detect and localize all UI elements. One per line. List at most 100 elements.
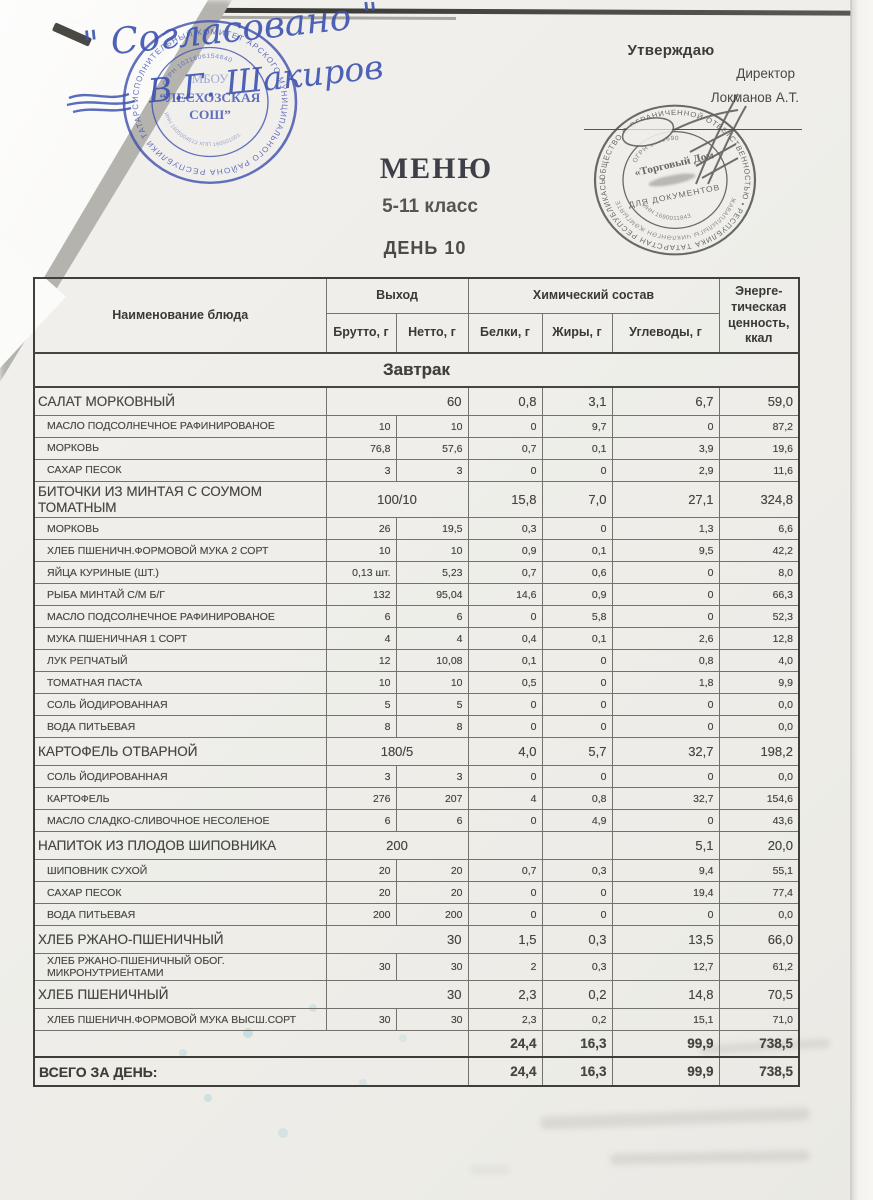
fats-value: 0,3 bbox=[541, 925, 613, 955]
kcal-value: 59,0 bbox=[718, 386, 800, 416]
carbs-value: 2,9 bbox=[611, 459, 720, 482]
brutto-value: 10 bbox=[325, 539, 397, 563]
netto-value: 3 bbox=[395, 765, 469, 789]
proteins-value: 4 bbox=[467, 787, 543, 811]
subtotal-carbs: 99,9 bbox=[611, 1030, 720, 1058]
ingredient-row: ШИПОВНИК СУХОЙ 20 20 0,7 0,3 9,4 55,1 bbox=[33, 859, 800, 883]
class-range-subtitle: 5-11 класс bbox=[382, 196, 478, 217]
director-name: Локманов А.Т. bbox=[710, 90, 799, 105]
proteins-value: 0 bbox=[467, 415, 543, 438]
carbs-value: 5,1 bbox=[611, 831, 720, 861]
ingredient-name: САХАР ПЕСОК bbox=[33, 459, 327, 482]
document-title: МЕНЮ bbox=[379, 152, 494, 185]
school-stamp-org-type: МБОУ bbox=[192, 73, 229, 87]
header-proteins: Белки, г bbox=[467, 313, 543, 354]
kcal-value: 66,3 bbox=[718, 583, 800, 607]
kcal-value: 154,6 bbox=[718, 787, 800, 811]
proteins-value: 0 bbox=[467, 765, 543, 789]
brutto-value: 8 bbox=[325, 715, 397, 739]
netto-value: 10 bbox=[395, 671, 469, 695]
ingredient-name: ЯЙЦА КУРИНЫЕ (ШТ.) bbox=[33, 561, 327, 585]
fats-value: 0 bbox=[541, 649, 613, 673]
dish-output-value: 30 bbox=[325, 925, 469, 955]
proteins-value: 0,5 bbox=[467, 671, 543, 695]
ingredient-row: КАРТОФЕЛЬ 276 207 4 0,8 32,7 154,6 bbox=[33, 787, 800, 811]
fats-value: 0 bbox=[541, 903, 613, 927]
dish-name: САЛАТ МОРКОВНЫЙ bbox=[33, 386, 327, 416]
ingredient-name: ХЛЕБ ПШЕНИЧН.ФОРМОВОЙ МУКА 2 СОРТ bbox=[33, 539, 327, 563]
carbs-value: 1,3 bbox=[611, 517, 720, 541]
ingredient-row: РЫБА МИНТАЙ С/М Б/Г 132 95,04 14,6 0,9 0 66,3 bbox=[33, 583, 800, 607]
ingredient-name: ШИПОВНИК СУХОЙ bbox=[33, 859, 327, 883]
carbs-value: 6,7 bbox=[611, 386, 720, 416]
carbs-value: 14,8 bbox=[611, 980, 720, 1010]
dish-row: ХЛЕБ РЖАНО-ПШЕНИЧНЫЙ 30 1,5 0,3 13,5 66,0 bbox=[33, 925, 800, 955]
bleedthrough-smudge bbox=[609, 1150, 811, 1165]
netto-value: 200 bbox=[395, 903, 469, 927]
kcal-value: 55,1 bbox=[718, 859, 800, 883]
netto-value: 8 bbox=[395, 715, 469, 739]
day-total-label: ВСЕГО ЗА ДЕНЬ: bbox=[33, 1056, 469, 1087]
menu-table-header: Наименование блюда Выход Химический сост… bbox=[33, 277, 800, 354]
kcal-value: 8,0 bbox=[718, 561, 800, 585]
dish-name: БИТОЧКИ ИЗ МИНТАЯ С СОУМОМ ТОМАТНЫМ bbox=[33, 480, 327, 519]
fats-value: 0,1 bbox=[541, 437, 613, 460]
fats-value: 0 bbox=[541, 693, 613, 717]
proteins-value: 0 bbox=[467, 715, 543, 739]
carbs-value: 0 bbox=[611, 809, 720, 833]
director-role-label: Директор bbox=[736, 66, 795, 81]
netto-value: 4 bbox=[395, 627, 469, 651]
ingredient-name: САХАР ПЕСОК bbox=[33, 881, 327, 905]
fats-value: 0 bbox=[541, 517, 613, 541]
fats-value: 9,7 bbox=[541, 415, 613, 438]
day-number-heading: ДЕНЬ 10 bbox=[383, 238, 467, 258]
fats-value: 0,9 bbox=[541, 583, 613, 607]
kcal-value: 43,6 bbox=[718, 809, 800, 833]
subtotal-fats: 16,3 bbox=[541, 1030, 613, 1058]
ingredient-name: РЫБА МИНТАЙ С/М Б/Г bbox=[33, 583, 327, 607]
menu-table-container: Наименование блюда Выход Химический сост… bbox=[33, 277, 800, 1088]
fats-value: 0 bbox=[541, 715, 613, 739]
ingredient-row: ЯЙЦА КУРИНЫЕ (ШТ.) 0,13 шт. 5,23 0,7 0,6 0 8,0 bbox=[33, 561, 800, 585]
brutto-value: 30 bbox=[325, 1008, 397, 1032]
ingredient-name: ХЛЕБ РЖАНО-ПШЕНИЧНЫЙ ОБОГ. МИКРОНУТРИЕНТ… bbox=[33, 953, 327, 982]
carbs-value: 0 bbox=[611, 583, 720, 607]
day-total-fats: 16,3 bbox=[541, 1056, 613, 1087]
kcal-value: 324,8 bbox=[718, 480, 800, 519]
kcal-value: 20,0 bbox=[718, 831, 800, 861]
proteins-value: 0,7 bbox=[467, 437, 543, 460]
proteins-value: 2 bbox=[467, 953, 543, 982]
ingredient-name: МУКА ПШЕНИЧНАЯ 1 СОРТ bbox=[33, 627, 327, 651]
ingredient-name: ЛУК РЕПЧАТЫЙ bbox=[33, 649, 327, 673]
subtotal-kcal: 738,5 bbox=[718, 1030, 800, 1058]
ingredient-name: СОЛЬ ЙОДИРОВАННАЯ bbox=[33, 693, 327, 717]
bleedthrough-smudge bbox=[539, 1107, 811, 1130]
carbs-value: 32,7 bbox=[611, 787, 720, 811]
kcal-value: 0,0 bbox=[718, 765, 800, 789]
dish-output-value: 180/5 bbox=[325, 737, 469, 767]
meal-section-title: Завтрак bbox=[33, 352, 800, 388]
proteins-value: 0 bbox=[467, 693, 543, 717]
carbs-value: 12,7 bbox=[611, 953, 720, 982]
brutto-value: 4 bbox=[325, 627, 397, 651]
kcal-value: 66,0 bbox=[718, 925, 800, 955]
netto-value: 95,04 bbox=[395, 583, 469, 607]
header-output-group: Выход bbox=[325, 277, 469, 314]
fats-value: 0 bbox=[541, 765, 613, 789]
netto-value: 207 bbox=[395, 787, 469, 811]
netto-value: 5,23 bbox=[395, 561, 469, 585]
netto-value: 57,6 bbox=[395, 437, 469, 460]
netto-value: 10 bbox=[395, 539, 469, 563]
kcal-value: 52,3 bbox=[718, 605, 800, 629]
brutto-value: 10 bbox=[325, 415, 397, 438]
dish-row: НАПИТОК ИЗ ПЛОДОВ ШИПОВНИКА 200 5,1 20,0 bbox=[33, 831, 800, 861]
ingredient-name: СОЛЬ ЙОДИРОВАННАЯ bbox=[33, 765, 327, 789]
fats-value: 0,3 bbox=[541, 953, 613, 982]
brutto-value: 6 bbox=[325, 809, 397, 833]
day-total-proteins: 24,4 bbox=[467, 1056, 543, 1087]
header-dish-name: Наименование блюда bbox=[33, 277, 327, 354]
subtotal-proteins: 24,4 bbox=[467, 1030, 543, 1058]
brutto-value: 5 bbox=[325, 693, 397, 717]
header-brutto: Брутто, г bbox=[325, 313, 397, 354]
